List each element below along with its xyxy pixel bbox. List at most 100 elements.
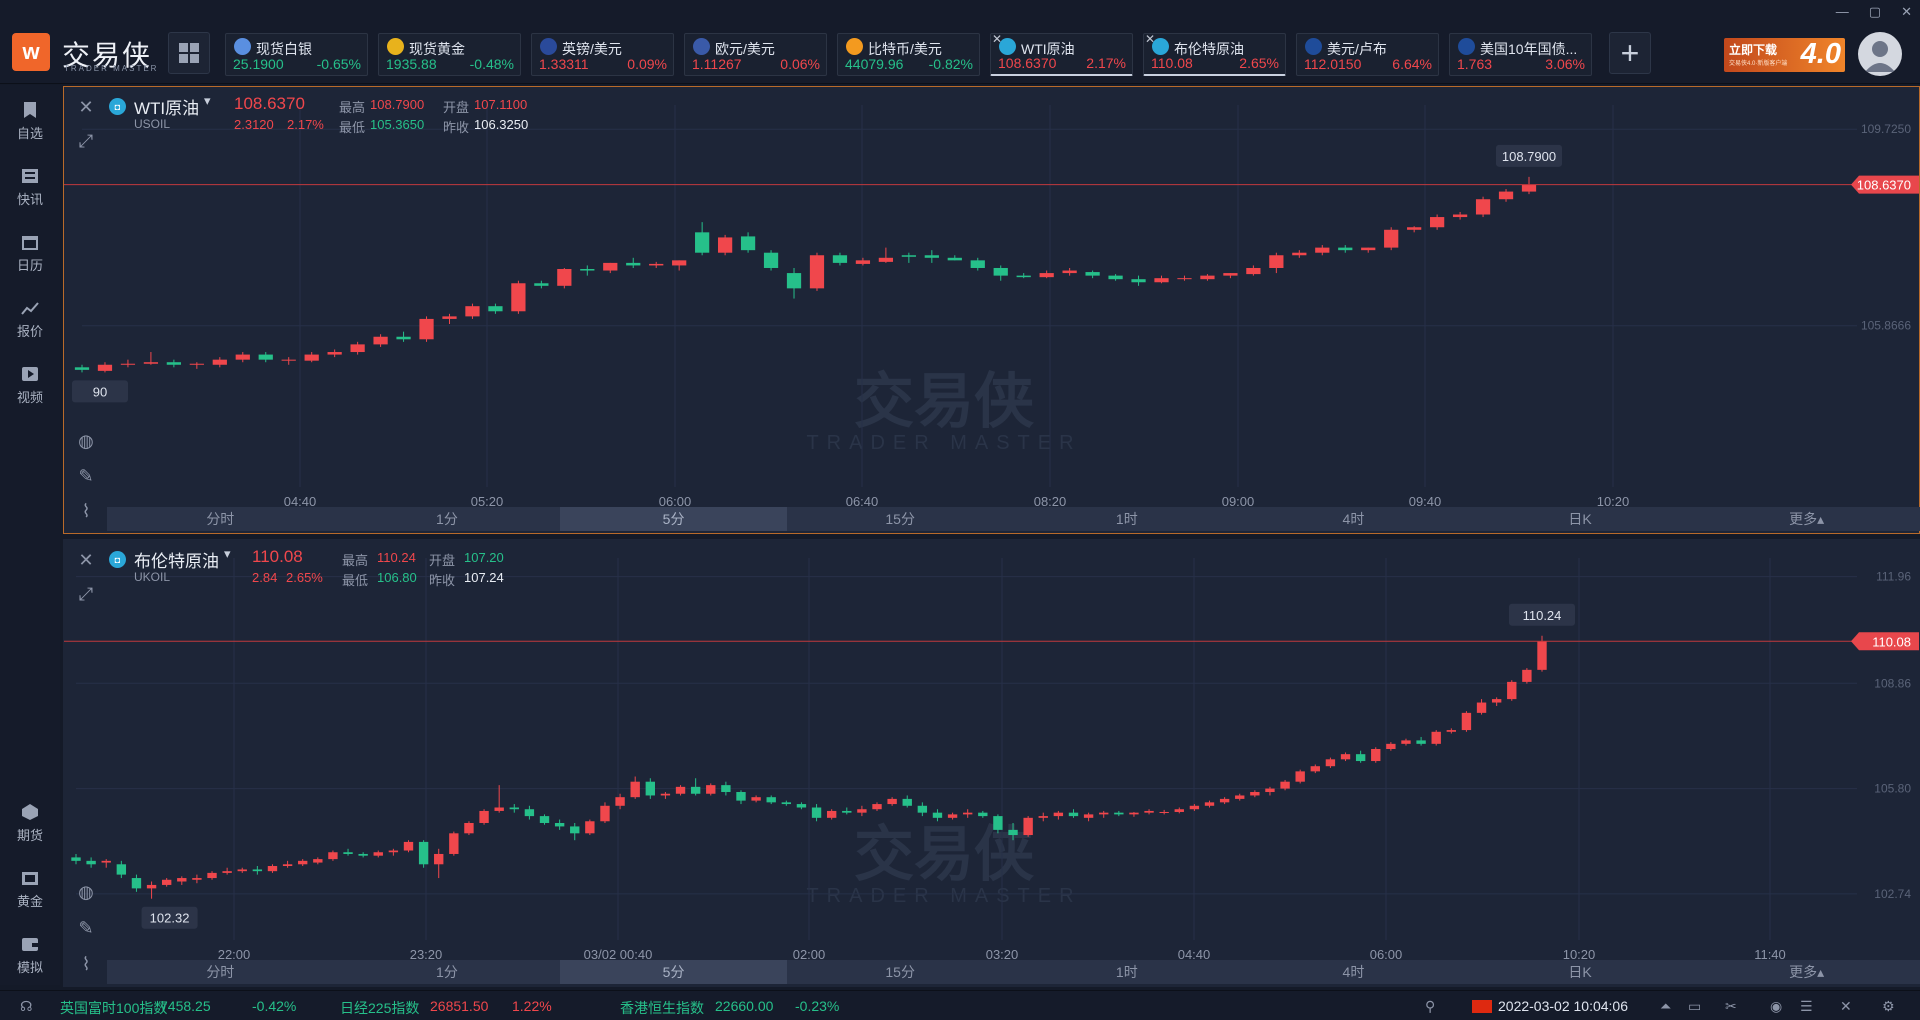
expand-panel-button[interactable]: ⤢ [72,127,100,155]
timeframe-tab[interactable]: 更多▴ [1789,964,1825,980]
index-name[interactable]: 日经225指数 [340,1000,420,1016]
candle-body [1371,749,1381,762]
timeframe-tab[interactable]: 分时 [206,511,235,527]
candle-body [600,805,610,822]
prev-close-value: 106.3250 [474,117,529,132]
low-label: 最低 [342,573,369,588]
ticker-price: 1.11267 [692,56,742,72]
timeframe-tab[interactable]: 1时 [1115,964,1138,980]
low-value: 106.80 [377,570,417,585]
close-icon[interactable]: ✕ [1145,32,1156,46]
ticker-name: WTI原油 [1021,41,1075,57]
timeframe-tab[interactable]: 15分 [885,511,915,527]
sidebar-item-2-sidebar_bottom[interactable]: 模拟 [0,927,60,985]
instrument-name[interactable]: WTI原油 [134,99,200,118]
settings-icon[interactable]: ⚙ [1882,998,1895,1014]
indicator-button[interactable]: ◍ [72,427,100,455]
candle-body [146,884,157,889]
timeframe-tab[interactable]: 日K [1568,964,1592,980]
ticker-card[interactable]: 欧元/美元 1.11267 0.06% [684,33,827,76]
ticker-card[interactable]: 英镑/美元 1.33311 0.09% [531,33,674,76]
timeframe-tab[interactable]: 4时 [1342,511,1365,527]
sidebar-item-3-sidebar_top[interactable]: 报价 [0,291,60,349]
ticker-card[interactable]: 美国10年国债... 1.763 3.06% [1449,33,1592,76]
candle-body [603,262,618,271]
arrow-up-icon[interactable]: ⏶ [1660,998,1672,1014]
calendar-icon [22,236,38,250]
timeframe-tab[interactable]: 5分 [560,507,787,531]
close-icon[interactable]: ✕ [992,32,1003,46]
timeframe-tab[interactable]: 1分 [436,511,458,527]
sidebar-item-2-sidebar_top[interactable]: 日历 [0,225,60,283]
candle-body [857,809,867,813]
timeframe-tab[interactable]: 分时 [206,964,235,980]
candle-body [878,257,894,262]
candle-body [298,860,308,865]
timeframe-tab[interactable]: 4时 [1342,964,1365,980]
user-avatar[interactable] [1858,32,1902,76]
sidebar-item-0-sidebar_top[interactable]: 自选 [0,93,60,151]
ticker-card[interactable]: ✕ WTI原油 108.6370 2.17% [990,32,1133,76]
video-icon [22,367,38,381]
news-icon [22,169,38,183]
open-label: 开盘 [443,100,470,115]
ticker-card[interactable]: 现货白银 25.1900 -0.65% [225,33,368,76]
candle-body [464,822,474,834]
timeframe-tab[interactable]: 日K [1568,511,1592,527]
candle-body [1310,766,1320,772]
draw-tool-button[interactable]: ✎ [72,914,100,942]
timeframe-tab[interactable]: 15分 [885,964,915,980]
screen-icon[interactable]: ▭ [1688,998,1702,1014]
index-name[interactable]: 英国富时100指数 [60,1000,168,1016]
sidebar-item-4-sidebar_top[interactable]: 视频 [0,357,60,415]
indicator-button[interactable]: ◍ [72,878,100,906]
layout-grid-button[interactable] [168,32,210,74]
download-banner[interactable]: 立即下载 交易侠4.0·新版客户端 4.0 [1724,38,1845,72]
low-tag: 102.32 [150,911,190,926]
candle-body [580,269,595,271]
sidebar-item-0-sidebar_bottom[interactable]: 期货 [0,795,60,853]
add-ticker-button[interactable]: + [1609,32,1651,74]
camera-icon[interactable]: ◉ [1770,998,1783,1014]
timeframe-tab[interactable]: 更多▴ [1789,511,1825,527]
chart-type-button[interactable]: ⌇ [72,950,100,978]
maximize-button[interactable]: ▢ [1868,4,1882,19]
minimize-button[interactable]: — [1835,4,1849,19]
timeframe-tab[interactable]: 5分 [560,960,787,984]
close-window-button[interactable]: ✕ [1901,4,1912,19]
chart-type-button[interactable]: ⌇ [72,497,100,525]
close-panel-button[interactable]: ✕ [72,546,100,574]
candle-body [97,364,113,371]
tools-icon[interactable]: ✂ [1725,998,1737,1014]
chevron-down-icon[interactable]: ▾ [204,93,211,108]
candle-body [396,336,411,340]
candle-body [116,864,127,875]
sidebar-item-1-sidebar_top[interactable]: 快讯 [0,159,60,217]
headset-icon[interactable]: ☊ [20,998,33,1014]
logo-icon: w [12,33,50,71]
expand-panel-button[interactable]: ⤢ [72,580,100,608]
candle-body [585,821,595,834]
draw-tool-button[interactable]: ✎ [72,462,100,490]
list-icon[interactable]: ☰ [1800,998,1813,1014]
close-panel-button[interactable]: ✕ [72,93,100,121]
candle-body [1431,731,1441,744]
ticker-card[interactable]: 现货黄金 1935.88 -0.48% [378,33,521,76]
index-name[interactable]: 香港恒生指数 [620,1000,704,1016]
timeframe-tab[interactable]: 1时 [1115,511,1138,527]
instrument-name[interactable]: 布伦特原油 [134,552,219,571]
ticker-card[interactable]: ✕ 布伦特原油 110.08 2.65% [1143,32,1286,76]
ticker-card[interactable]: 比特币/美元 44079.96 -0.82% [837,33,980,76]
sidebar-item-1-sidebar_bottom[interactable]: 黄金 [0,861,60,919]
candle-body [267,866,278,872]
mute-icon[interactable]: ✕ [1840,998,1852,1014]
sidebar-item-label: 日历 [16,258,43,273]
low-label: 最低 [339,120,366,135]
chart-panel-brent: 交易侠 TRADER MASTER 111.96 108.86 105.80 102.74… [63,539,1920,987]
ticker-card[interactable]: 美元/卢布 112.0150 6.64% [1296,33,1439,76]
candle-body [887,798,897,805]
timeframe-tab[interactable]: 1分 [436,964,458,980]
chevron-down-icon[interactable]: ▾ [224,546,231,561]
